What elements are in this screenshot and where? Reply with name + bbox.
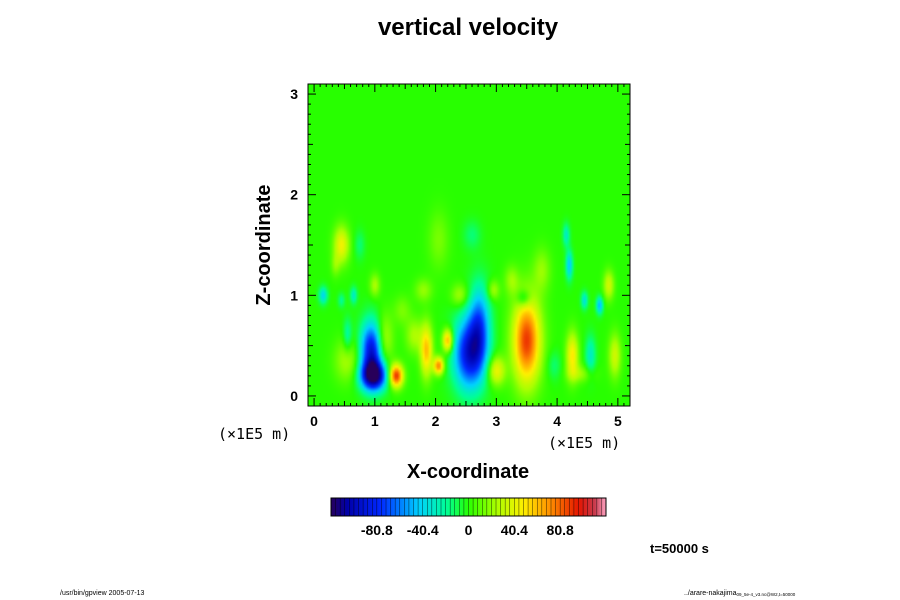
x-tick-label: 4 (553, 413, 561, 429)
vertical-velocity-heatmap (308, 84, 630, 406)
x-tick-label: 5 (614, 413, 622, 429)
x-tick-labels: 0 1 2 3 4 5 (310, 413, 622, 429)
footer-right-note: ../arare-nakajima09_5e-4_v3.nc@W2,t=5000… (684, 590, 796, 597)
x-axis-title: X-coordinate (407, 461, 529, 483)
y-tick-label: 3 (290, 86, 298, 102)
x-tick-label: 1 (371, 413, 379, 429)
colorbar-tick-label: -40.4 (407, 522, 439, 538)
footer-left-note: /usr/bin/gpview 2005-07-13 (60, 590, 145, 597)
tick-marks (308, 83, 631, 406)
colorbar-tick-label: -80.8 (361, 522, 393, 538)
y-tick-label: 2 (290, 187, 298, 203)
colorbar-tick-label: 40.4 (501, 522, 528, 538)
footer-right-note-sub: 09_5e-4_v3.nc@W2,t=50000 (737, 592, 796, 597)
time-label: t=50000 s (650, 541, 709, 556)
x-unit-label: (×1E5 m) (548, 434, 620, 452)
x-tick-label: 0 (310, 413, 318, 429)
footer-right-note-main: ../arare-nakajima (684, 590, 737, 597)
colorbar-tick-label: 80.8 (547, 522, 574, 538)
x-tick-label: 3 (492, 413, 500, 429)
colorbar-ticks: -80.8 -40.4 0 40.4 80.8 (335, 498, 602, 538)
y-tick-labels: 0 1 2 3 (290, 86, 298, 404)
chart-title: vertical velocity (377, 14, 559, 41)
y-unit-label: (×1E5 m) (218, 425, 290, 443)
x-tick-label: 2 (432, 413, 440, 429)
y-tick-label: 1 (290, 287, 298, 303)
colorbar-tick-label: 0 (465, 522, 473, 538)
y-axis-title: Z-coordinate (253, 184, 275, 305)
y-tick-label: 0 (290, 388, 298, 404)
